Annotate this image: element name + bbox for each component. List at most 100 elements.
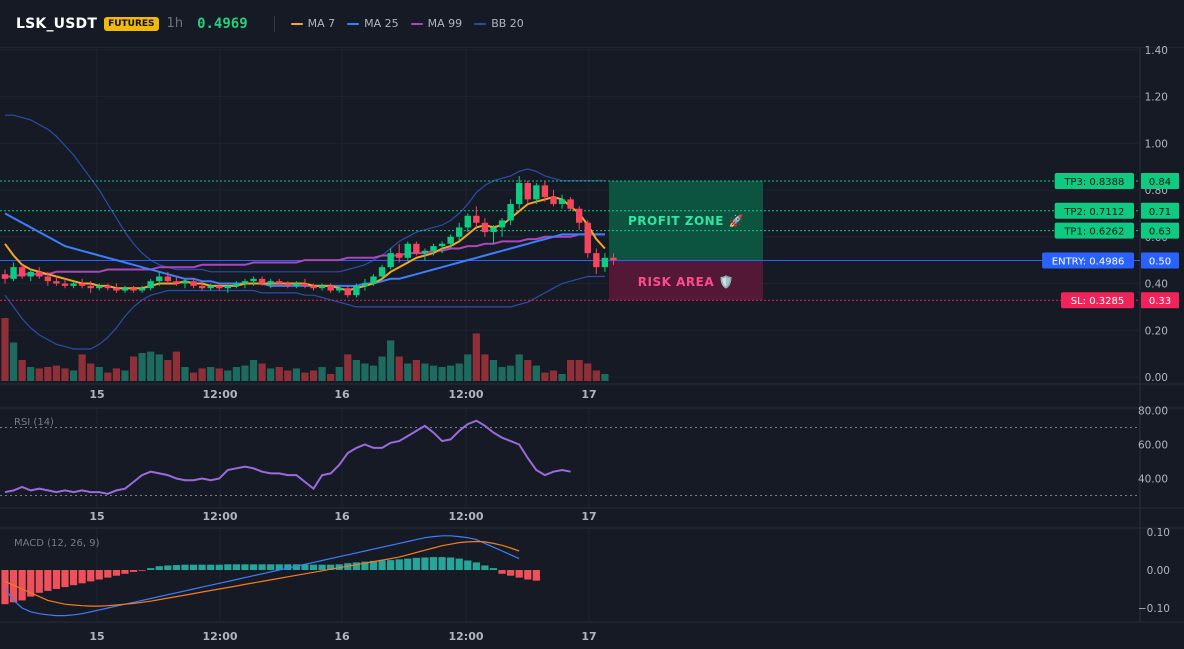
candle-body: [558, 199, 566, 205]
macd-histogram-bar: [464, 560, 472, 570]
macd-histogram-bar: [455, 558, 463, 570]
macd-histogram-bar: [524, 570, 532, 580]
candle-body: [198, 285, 206, 289]
rsi-tick-label: 60.00: [1138, 440, 1168, 452]
legend-ma99[interactable]: MA 99: [410, 17, 462, 30]
macd-histogram-bar: [249, 564, 258, 570]
macd-histogram-bar: [27, 570, 35, 597]
signal-line: [4, 540, 520, 607]
candle-body: [593, 253, 600, 268]
volume-bar: [455, 363, 463, 381]
entry-tag-box: [1042, 252, 1134, 269]
volume-bar: [284, 370, 292, 381]
volume-bar: [498, 367, 506, 381]
time-tick-label: 12:00: [448, 388, 483, 401]
volume-bar: [52, 365, 61, 381]
tp1-tag-text: TP1: 0.6262: [1063, 227, 1124, 238]
macd-histogram-bar: [284, 564, 292, 570]
macd-histogram-bar: [395, 559, 403, 570]
candle-body: [78, 283, 86, 286]
candle-body: [404, 243, 411, 258]
candle-body: [533, 185, 540, 200]
volume-bar: [524, 360, 532, 381]
macd-histogram-bar: [369, 560, 378, 570]
volume-bar: [87, 363, 95, 381]
macd-histogram-bar: [267, 564, 275, 570]
volume-bar: [558, 374, 566, 381]
timeframe-label[interactable]: 1h: [166, 16, 184, 31]
entry-tag-text: ENTRY: 0.4986: [1052, 256, 1125, 267]
candle-body: [233, 283, 240, 286]
macd-histogram-bar: [95, 570, 103, 580]
volume-bar: [172, 351, 180, 381]
volume-bar: [61, 368, 69, 381]
rsi-pane: RSI (14): [0, 417, 1140, 496]
volume-bar: [464, 354, 472, 381]
volume-bar: [327, 374, 335, 381]
macd-histogram-bar: [44, 570, 52, 591]
macd-histogram-bar: [275, 564, 283, 570]
candle-body: [293, 283, 300, 286]
candle-body: [344, 288, 351, 296]
chart-header: LSK_USDT FUTURES 1h 0.4969 MA 7 MA 25 MA…: [0, 0, 1184, 48]
volume-bar: [404, 363, 412, 381]
candle-body: [173, 281, 180, 284]
volume-bar: [507, 365, 515, 381]
macd-histogram-bar: [138, 570, 146, 571]
macd-histogram-bar: [78, 570, 86, 584]
macd-histogram-bar: [198, 564, 206, 570]
volume-bar: [292, 368, 300, 381]
entry-axis-box: [1141, 252, 1179, 269]
macd-histogram-bar: [121, 570, 129, 574]
legend-ma7[interactable]: MA 7: [290, 17, 335, 30]
volume-bar: [164, 360, 172, 381]
legend-bb20[interactable]: BB 20: [474, 17, 524, 30]
candle-body: [104, 285, 112, 289]
time-tick-label: 15: [89, 388, 104, 401]
candle-body: [456, 227, 463, 237]
candle-body: [473, 215, 480, 223]
volume-bar: [129, 356, 138, 381]
volume-bar: [9, 342, 18, 381]
time-tick-label: 17: [581, 630, 596, 643]
volume-bar: [584, 363, 592, 381]
price-tick-label: 0.40: [1145, 279, 1168, 291]
candle-body: [327, 285, 334, 291]
macd-histogram-bar: [421, 557, 429, 570]
macd-histogram-bar: [378, 560, 386, 570]
volume-bars: [1, 318, 609, 381]
volume-bar: [352, 360, 360, 381]
macd-histogram-bar: [498, 570, 506, 574]
macd-histogram-bar: [69, 570, 78, 586]
rsi-line: [4, 419, 571, 495]
macd-histogram-bar: [481, 565, 489, 570]
tp1-axis-value: 0.63: [1149, 227, 1171, 238]
legend-ma25[interactable]: MA 25: [347, 17, 399, 30]
macd-histogram-bar: [155, 566, 163, 570]
volume-bar: [344, 354, 352, 381]
candle-body: [387, 253, 394, 268]
candle-body: [361, 283, 369, 286]
volume-bar: [318, 367, 326, 381]
price-axes: 1.401.201.000.800.600.400.200.0080.0060.…: [1138, 45, 1170, 615]
time-tick-label: 12:00: [202, 630, 237, 643]
macd-histogram-bar: [429, 557, 438, 570]
ma7-swatch: [290, 22, 303, 25]
symbol-name[interactable]: LSK_USDT: [16, 15, 98, 32]
candle-body: [61, 283, 69, 286]
price-tick-label: 1.20: [1145, 92, 1168, 104]
profit-zone-box: [609, 180, 763, 261]
candle-body: [567, 199, 574, 209]
macd-histogram-bar: [318, 564, 326, 570]
header-divider: [273, 15, 275, 32]
macd-histogram-bar: [215, 564, 223, 570]
candle-body: [336, 288, 343, 291]
volume-bar: [592, 370, 600, 381]
candle-body: [310, 285, 317, 289]
tp3-tag-text: TP3: 0.8388: [1063, 177, 1124, 188]
volume-bar: [44, 367, 52, 381]
volume-bar: [147, 351, 155, 381]
tp3-tag-box: [1054, 172, 1134, 189]
candle-body: [430, 246, 437, 251]
